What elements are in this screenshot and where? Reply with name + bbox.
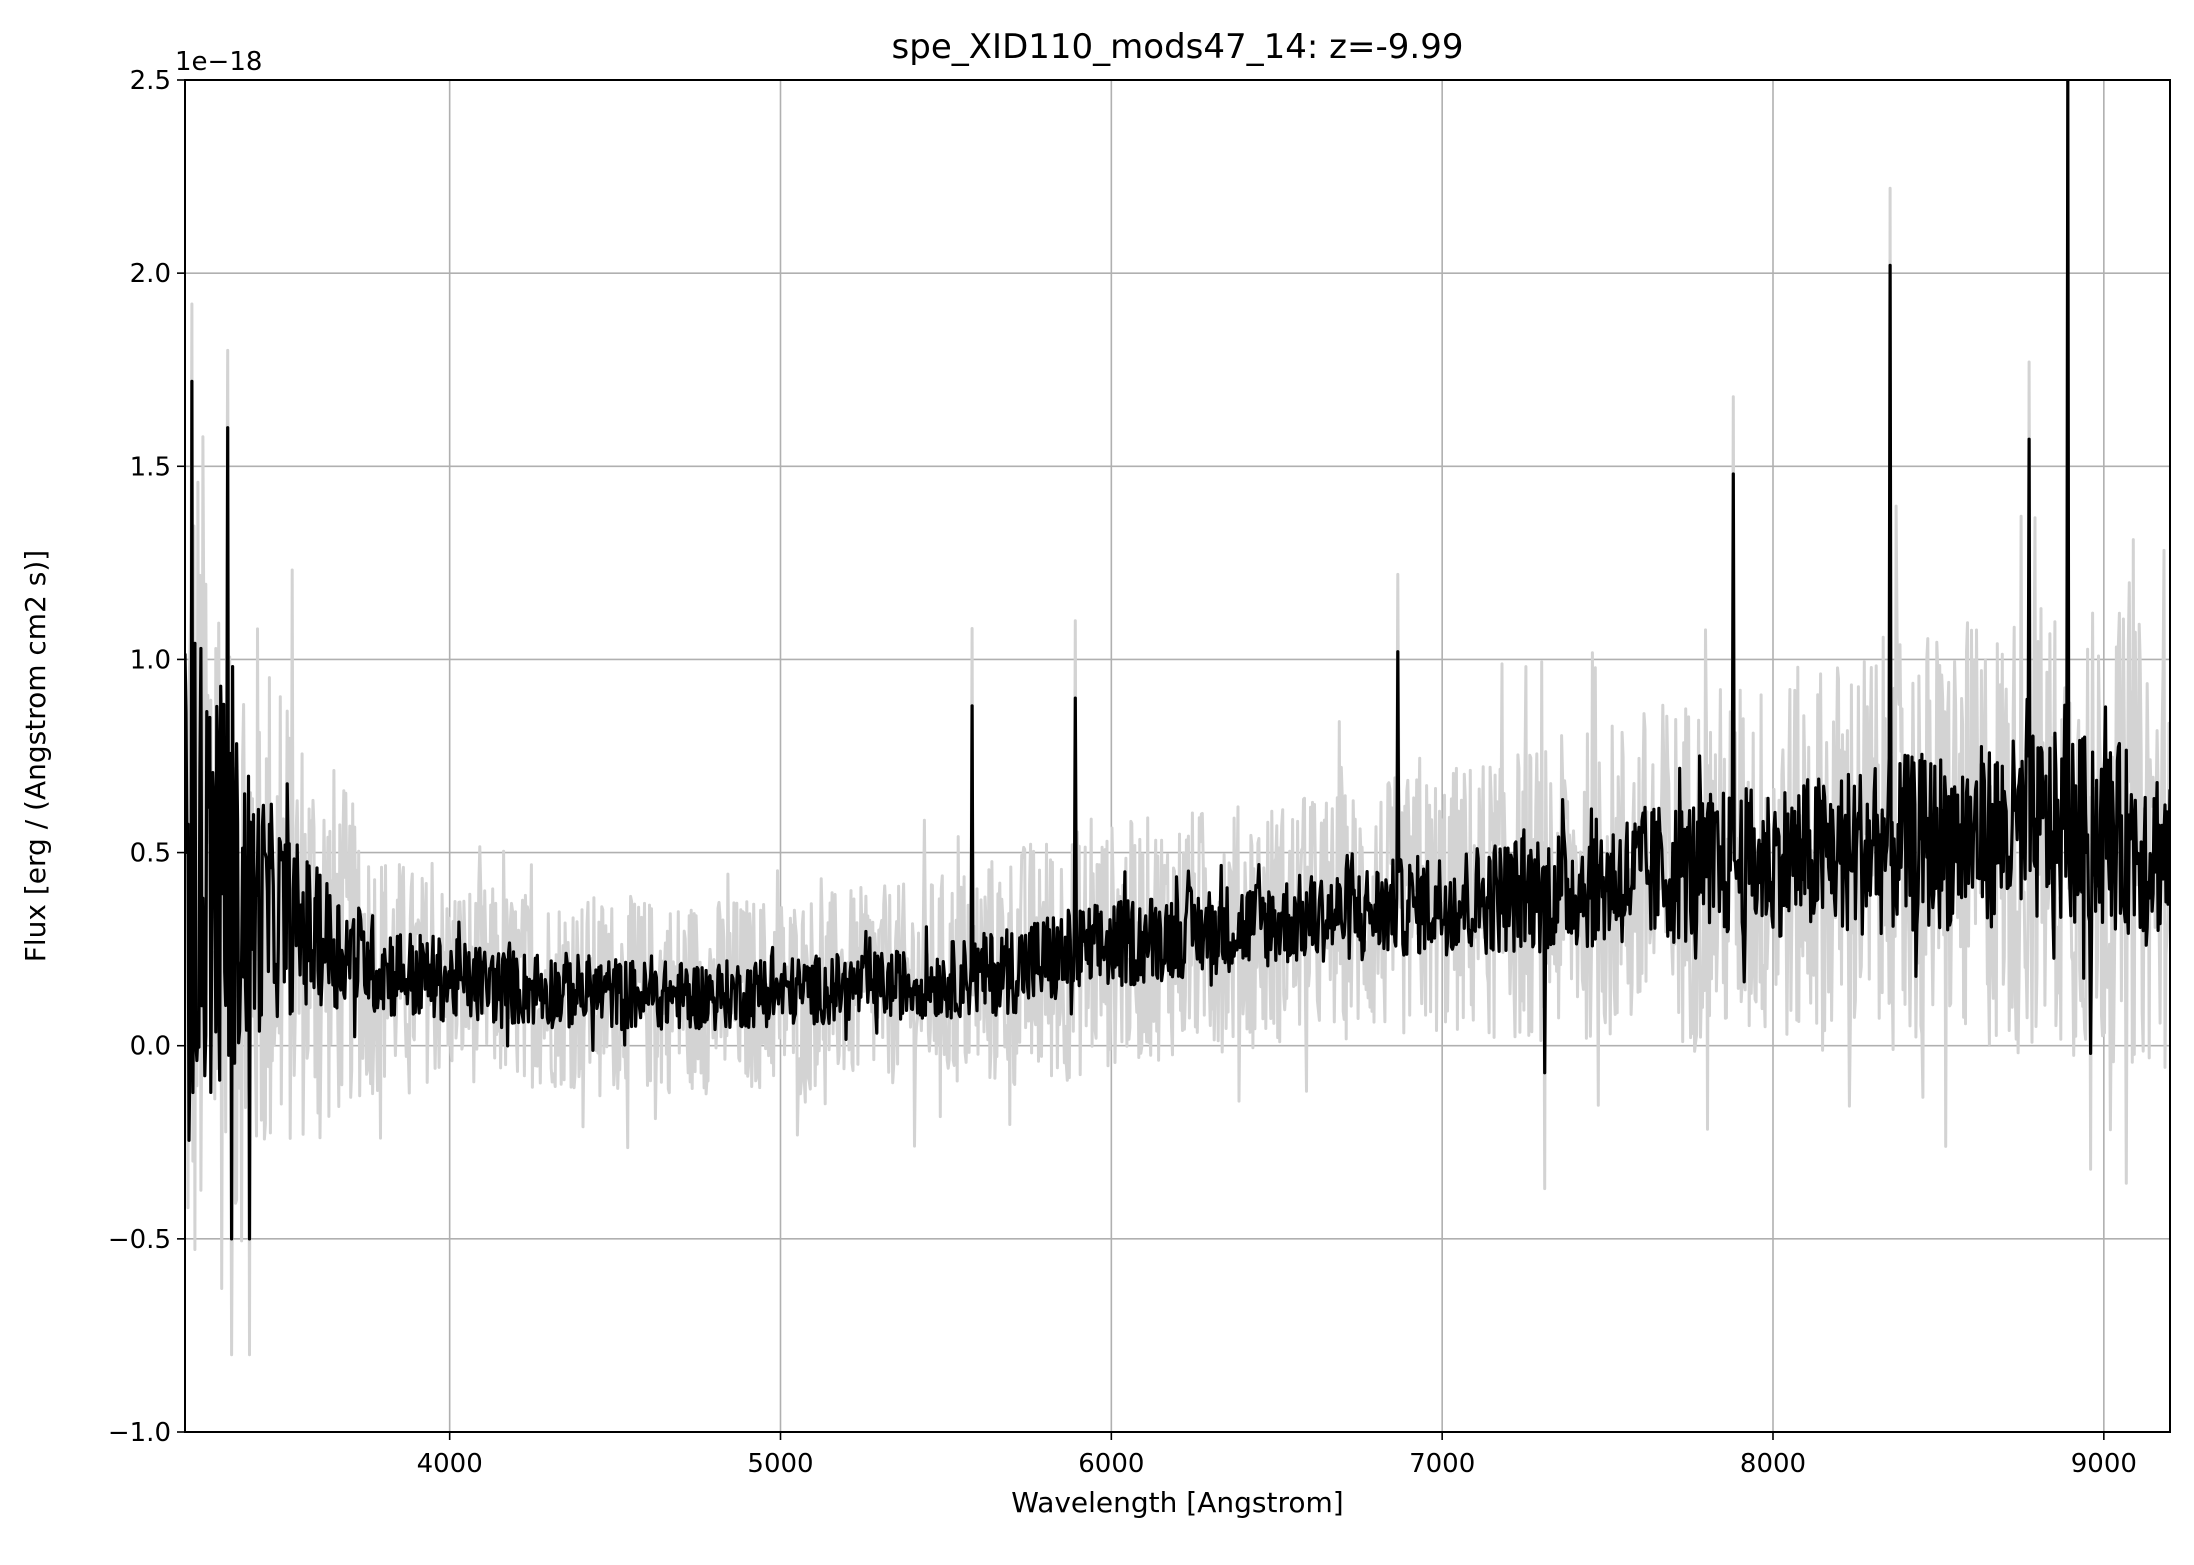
x-tick-label: 6000 bbox=[1078, 1449, 1144, 1479]
x-tick-label: 9000 bbox=[2071, 1449, 2137, 1479]
y-tick-label: 0.5 bbox=[130, 839, 171, 869]
x-tick-label: 5000 bbox=[747, 1449, 813, 1479]
y-axis-label: Flux [erg / (Angstrom cm2 s)] bbox=[19, 550, 52, 962]
y-tick-label: 1.5 bbox=[130, 452, 171, 482]
smoothed-spectrum-line bbox=[185, 80, 2170, 1241]
x-tick-label: 8000 bbox=[1740, 1449, 1806, 1479]
y-tick-label: 2.5 bbox=[130, 66, 171, 96]
x-tick-label: 4000 bbox=[417, 1449, 483, 1479]
tick-layer: 4000 5000 6000 7000 8000 9000 −1.0 −0.5 0.0 0.5 1.… bbox=[108, 66, 2137, 1479]
y-tick-label: 0.0 bbox=[130, 1032, 171, 1062]
y-tick-label: 2.0 bbox=[130, 259, 171, 289]
axes-frame bbox=[184, 79, 2171, 1433]
chart-title: spe_XID110_mods47_14: z=-9.99 bbox=[892, 27, 1464, 67]
y-offset-text: 1e−18 bbox=[175, 47, 262, 77]
y-tick-label: 1.0 bbox=[130, 645, 171, 675]
x-axis-label: Wavelength [Angstrom] bbox=[1011, 1486, 1343, 1519]
y-tick-label: −0.5 bbox=[108, 1225, 171, 1255]
x-tick-label: 7000 bbox=[1409, 1449, 1475, 1479]
series-layer bbox=[185, 80, 2170, 1357]
y-tick-label: −1.0 bbox=[108, 1418, 171, 1448]
